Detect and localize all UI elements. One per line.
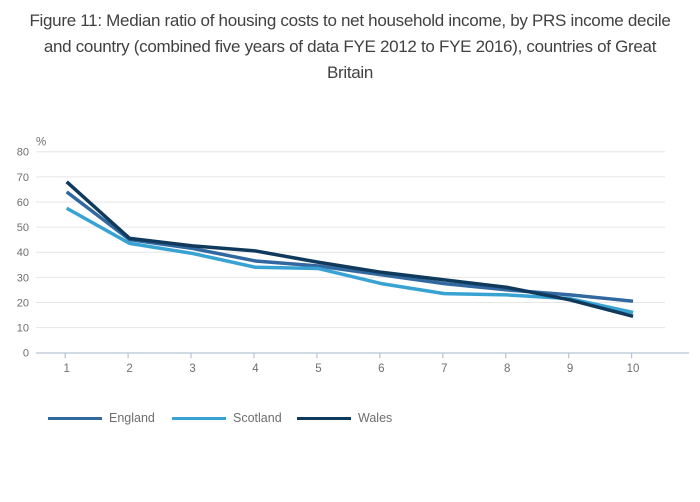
y-tick-label: 10	[17, 323, 29, 335]
x-tick-label: 3	[189, 363, 195, 375]
series-line-scotland[interactable]	[65, 206, 634, 315]
legend-item-wales[interactable]: Wales	[297, 410, 392, 426]
y-tick-label: 40	[17, 247, 29, 259]
x-tick-label: 5	[315, 363, 321, 375]
y-tick-label: 20	[17, 297, 29, 309]
x-tick-label: 10	[627, 363, 640, 375]
chart-title: Figure 11: Median ratio of housing costs…	[29, 11, 671, 82]
y-tick-label: 50	[17, 222, 29, 234]
y-tick-label: 60	[17, 197, 29, 209]
x-tick-label: 8	[504, 363, 510, 375]
x-tick-label: 2	[126, 363, 132, 375]
legend-swatch-scotland-icon	[172, 416, 226, 420]
y-axis-unit-label: %	[36, 137, 46, 149]
y-tick-label: 80	[17, 147, 29, 159]
legend-label-wales: Wales	[358, 411, 393, 425]
chart-legend: England Scotland Wales	[0, 410, 700, 426]
x-tick-label: 1	[63, 363, 69, 375]
y-tick-label: 30	[17, 272, 29, 284]
y-tick-label: 0	[23, 348, 29, 360]
legend-item-scotland[interactable]: Scotland	[172, 410, 282, 426]
y-tick-label: 70	[17, 172, 29, 184]
legend-item-england[interactable]: England	[48, 410, 155, 426]
x-tick-label: 4	[252, 363, 259, 375]
legend-swatch-wales-icon	[297, 416, 351, 420]
legend-label-england: England	[109, 411, 155, 425]
x-tick-label: 7	[441, 363, 447, 375]
series-line-wales[interactable]	[65, 180, 634, 318]
legend-swatch-england-icon	[48, 416, 102, 420]
legend-label-scotland: Scotland	[233, 411, 282, 425]
x-tick-label: 9	[567, 363, 573, 375]
x-tick-label: 6	[378, 363, 384, 375]
